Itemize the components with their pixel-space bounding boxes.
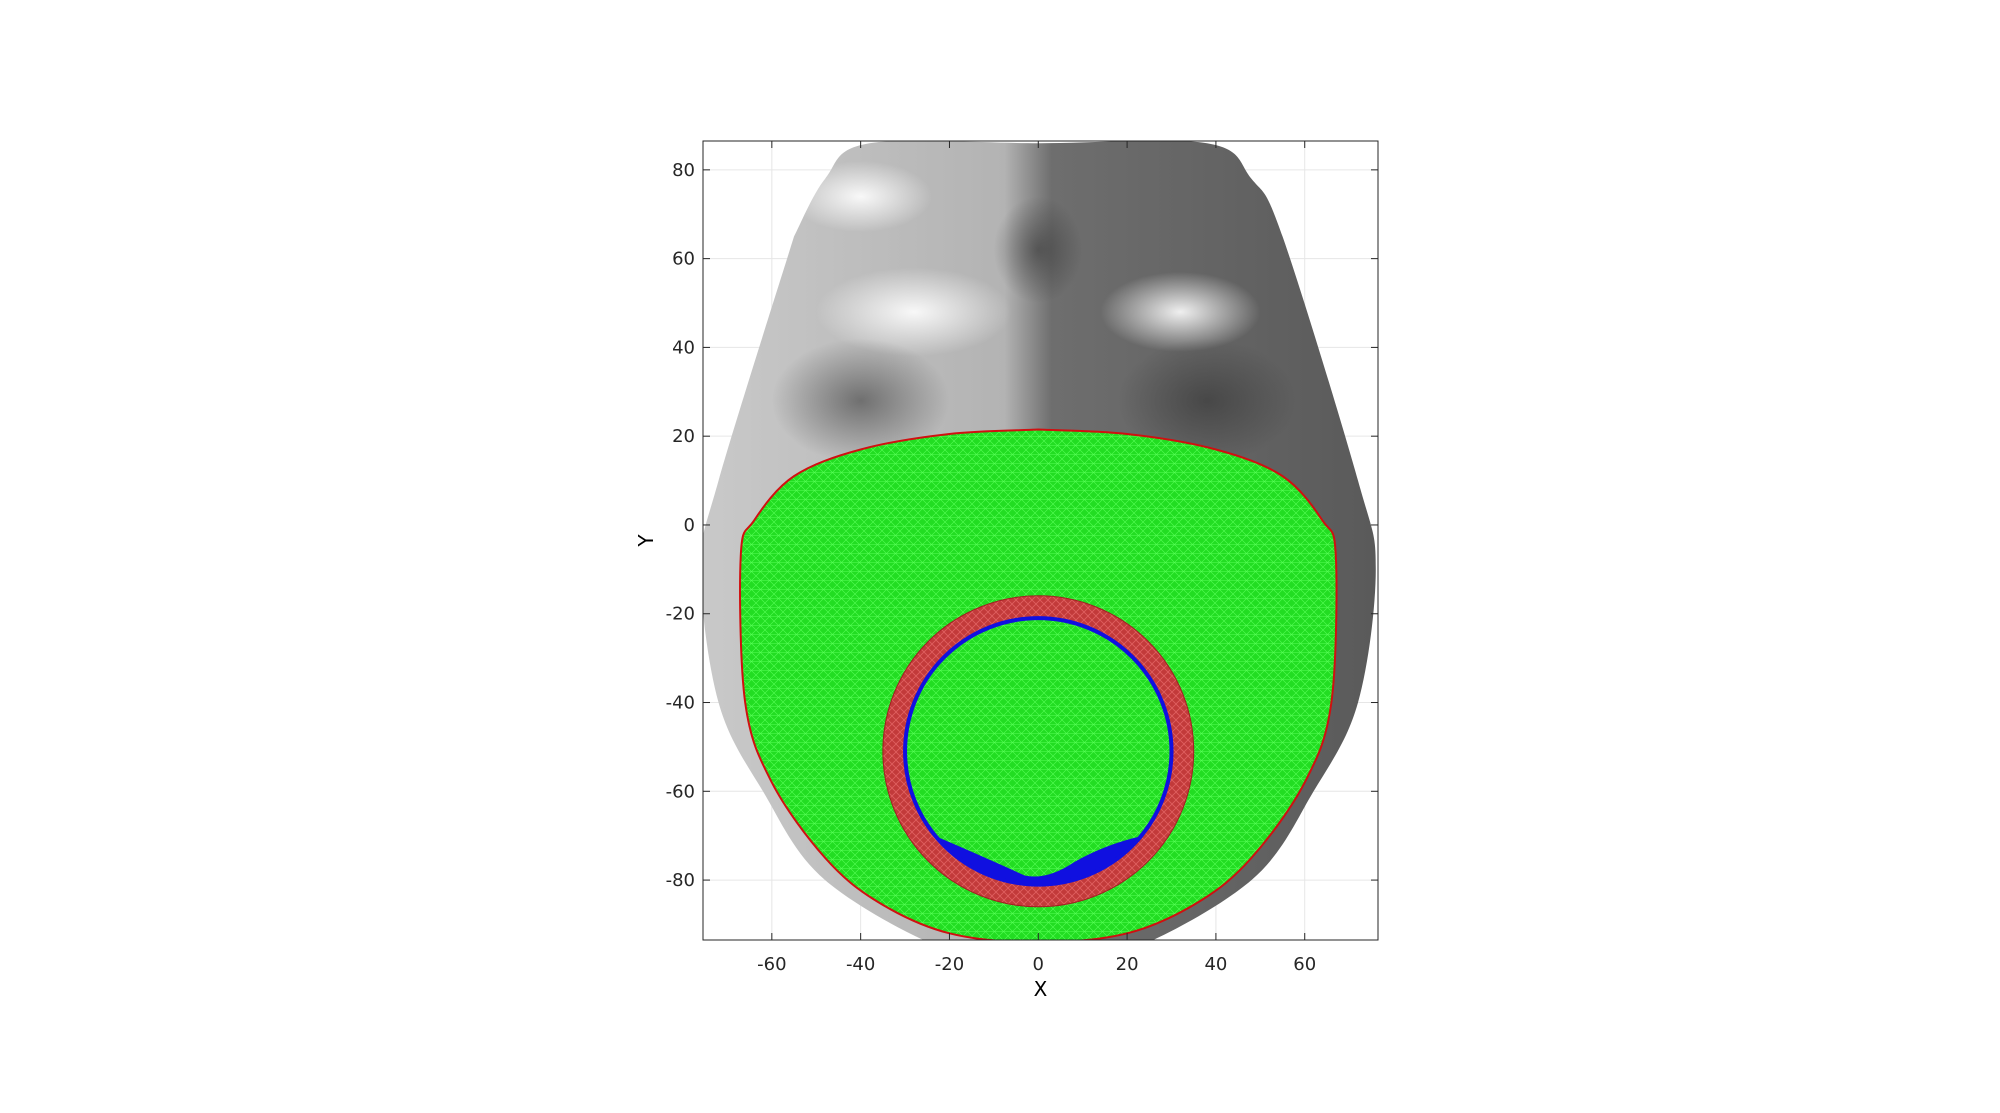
y-tick-label: 0: [684, 515, 695, 536]
y-tick-label: 40: [672, 337, 695, 358]
face-shading-blob: [1100, 271, 1261, 352]
x-tick-label: -60: [757, 954, 786, 975]
y-tick-label: 60: [672, 249, 695, 270]
inner-boundary: [903, 616, 1174, 887]
mask-mesh: [739, 428, 1338, 940]
x-axis: -60 -40 -20 0 20 40 60: [757, 141, 1316, 975]
y-tick-label: 20: [672, 426, 695, 447]
face-shading-blob: [816, 267, 1012, 357]
x-tick-label: -20: [935, 954, 964, 975]
y-axis-label: Y: [634, 534, 658, 548]
y-tick-label: -20: [666, 604, 695, 625]
plot-area: [703, 141, 1376, 940]
face-shading-blob: [993, 196, 1083, 304]
face-shading-blob: [1118, 338, 1296, 463]
y-tick-label: -80: [666, 870, 695, 891]
face-shading-blob: [789, 160, 932, 233]
y-tick-label: -40: [666, 693, 695, 714]
axes-box: [702, 140, 1379, 941]
x-axis-label: X: [1034, 977, 1048, 1001]
face-shading-blob: [771, 338, 950, 463]
y-tick-label: -60: [666, 781, 695, 802]
y-tick-label: 80: [672, 160, 695, 181]
x-tick-label: 20: [1116, 954, 1139, 975]
x-tick-label: -40: [846, 954, 875, 975]
face-shading: [771, 160, 1296, 463]
y-axis: -80 -60 -40 -20 0 20 40 60 80: [666, 160, 1378, 891]
x-tick-label: 60: [1293, 954, 1316, 975]
x-tick-label: 0: [1033, 954, 1044, 975]
x-tick-label: 40: [1204, 954, 1227, 975]
